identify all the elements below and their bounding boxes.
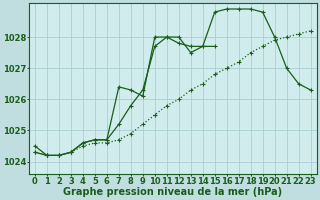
X-axis label: Graphe pression niveau de la mer (hPa): Graphe pression niveau de la mer (hPa) xyxy=(63,187,282,197)
